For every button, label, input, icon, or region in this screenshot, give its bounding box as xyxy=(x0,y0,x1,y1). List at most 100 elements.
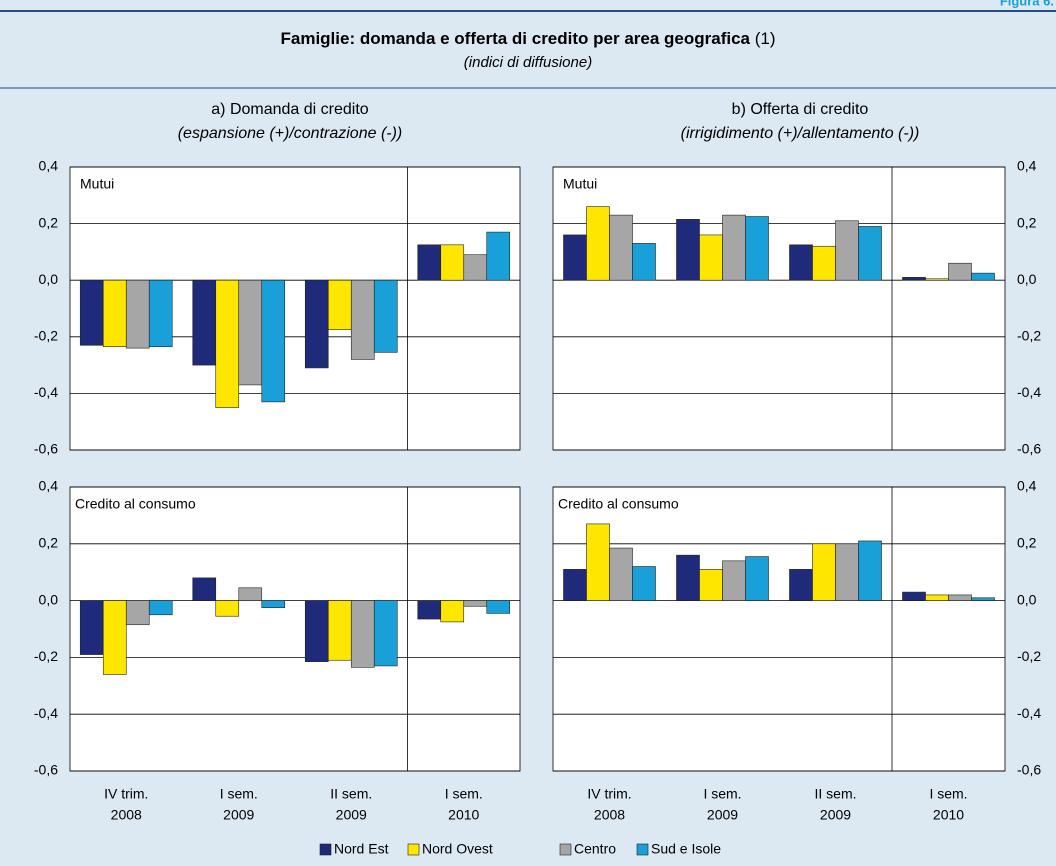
bar xyxy=(835,220,859,281)
column-subtitle: (espansione (+)/contrazione (-)) xyxy=(178,125,403,142)
legend-swatch xyxy=(407,843,420,856)
bar xyxy=(586,206,610,281)
bar xyxy=(192,279,217,366)
bar xyxy=(858,226,882,281)
bar xyxy=(463,254,488,281)
legend-swatch xyxy=(319,843,332,856)
bar xyxy=(350,279,375,360)
column-subtitle: (irrigidimento (+)/allentamento (-)) xyxy=(681,125,920,142)
bar xyxy=(858,540,882,601)
panel-label: Mutui xyxy=(563,176,597,192)
figure-label: Figura 6. xyxy=(1000,0,1054,8)
chart-subtitle: (indici di diffusione) xyxy=(464,54,592,71)
bar xyxy=(948,262,972,281)
bar xyxy=(327,279,352,331)
x-tick-label: IV trim. xyxy=(587,786,631,802)
bar xyxy=(722,560,746,601)
x-tick-label: 2009 xyxy=(707,807,738,823)
bar xyxy=(699,569,723,601)
bar xyxy=(902,277,926,281)
bar xyxy=(148,279,173,348)
bar xyxy=(812,245,836,281)
bar xyxy=(304,600,329,662)
y-tick-label: 0,4 xyxy=(1017,158,1037,174)
plot-area xyxy=(552,486,1006,772)
bar xyxy=(835,543,859,601)
y-tick-label: -0,4 xyxy=(34,705,58,721)
bar xyxy=(676,219,700,281)
x-tick-label: II sem. xyxy=(814,786,856,802)
y-tick-label: 0,4 xyxy=(39,478,59,494)
x-tick-label: I sem. xyxy=(929,786,967,802)
title-main: Famiglie: domanda e offerta di credito p… xyxy=(280,29,750,48)
bar xyxy=(373,279,398,353)
bar xyxy=(563,569,587,601)
bar xyxy=(902,591,926,601)
plot-area xyxy=(552,166,1006,451)
legend-label: Centro xyxy=(574,841,616,857)
x-tick-label: 2008 xyxy=(594,807,625,823)
bar xyxy=(215,279,240,408)
bar xyxy=(486,600,511,614)
column-title: b) Offerta di credito xyxy=(732,101,869,118)
bar xyxy=(440,600,465,623)
x-tick-label: II sem. xyxy=(330,786,372,802)
y-tick-label: 0,2 xyxy=(39,535,59,551)
bar xyxy=(609,214,633,281)
bar xyxy=(971,272,995,281)
bar xyxy=(812,543,836,601)
bar xyxy=(417,244,442,281)
x-tick-label: 2009 xyxy=(820,807,851,823)
bar xyxy=(327,600,352,661)
legend-swatch xyxy=(636,843,649,856)
y-tick-label: -0,2 xyxy=(1017,648,1041,664)
bar xyxy=(261,279,286,403)
bar xyxy=(417,600,442,620)
bar xyxy=(192,577,217,601)
y-tick-label: -0,2 xyxy=(1017,328,1041,344)
y-tick-label: 0,0 xyxy=(39,591,59,607)
bar xyxy=(632,243,656,281)
bar xyxy=(102,600,127,675)
y-tick-label: -0,6 xyxy=(1017,762,1041,778)
y-tick-label: -0,4 xyxy=(1017,705,1041,721)
bar xyxy=(304,279,329,369)
title-note: (1) xyxy=(755,29,776,48)
y-tick-label: 0,4 xyxy=(39,158,59,174)
y-tick-label: -0,2 xyxy=(34,648,58,664)
bar xyxy=(745,556,769,601)
panel-label: Mutui xyxy=(80,176,114,192)
panel-label: Credito al consumo xyxy=(75,496,196,512)
x-tick-label: 2010 xyxy=(448,807,479,823)
bar xyxy=(350,600,375,668)
bar xyxy=(586,523,610,601)
y-tick-label: -0,6 xyxy=(1017,441,1041,457)
y-tick-label: -0,6 xyxy=(34,441,58,457)
x-tick-label: I sem. xyxy=(445,786,483,802)
y-tick-label: 0,2 xyxy=(1017,214,1037,230)
y-tick-label: 0,2 xyxy=(39,214,59,230)
x-tick-label: 2010 xyxy=(933,807,964,823)
bar xyxy=(125,279,150,349)
legend-label: Nord Ovest xyxy=(422,841,493,857)
bar xyxy=(948,594,972,601)
bar xyxy=(463,600,488,607)
bar xyxy=(373,600,398,667)
bar xyxy=(971,597,995,601)
legend-swatch xyxy=(559,843,572,856)
x-tick-label: IV trim. xyxy=(104,786,148,802)
bar xyxy=(102,279,127,348)
bar xyxy=(745,216,769,281)
legend-label: Sud e Isole xyxy=(651,841,721,857)
bar xyxy=(925,278,949,281)
bar xyxy=(925,594,949,601)
bar xyxy=(261,600,286,608)
x-tick-label: I sem. xyxy=(703,786,741,802)
bar xyxy=(125,600,150,626)
bar xyxy=(238,279,263,386)
plot-area xyxy=(69,486,521,772)
bar xyxy=(215,600,240,617)
bar xyxy=(79,600,104,655)
bar xyxy=(789,244,813,281)
